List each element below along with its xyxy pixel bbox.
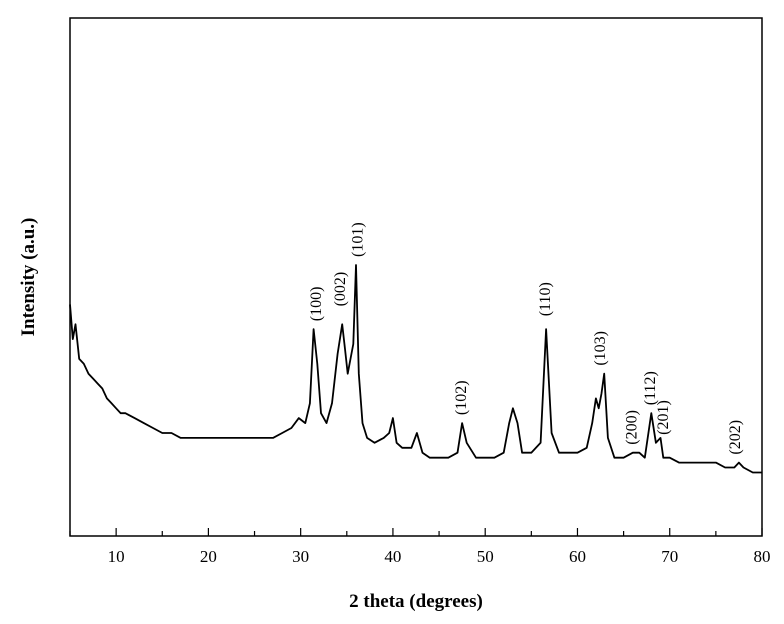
- x-tick-label: 10: [108, 547, 125, 566]
- x-tick-label: 40: [384, 547, 401, 566]
- peak-label: (201): [655, 400, 672, 435]
- x-tick-label: 30: [292, 547, 309, 566]
- x-tick-label: 20: [200, 547, 217, 566]
- x-tick-label: 70: [661, 547, 678, 566]
- peak-label: (200): [623, 410, 640, 445]
- x-tick-label: 60: [569, 547, 586, 566]
- peak-label: (002): [332, 272, 349, 307]
- peak-label: (103): [592, 331, 609, 366]
- y-axis-title: Intensity (a.u.): [18, 218, 39, 337]
- peak-label: (101): [349, 222, 366, 257]
- plot-frame: [69, 17, 763, 537]
- x-axis-ticks: [69, 528, 763, 536]
- peak-label: (100): [308, 287, 325, 322]
- peak-label: (110): [537, 282, 554, 316]
- x-tick-label: 50: [477, 547, 494, 566]
- x-axis-tick-labels: 10 20 30 40 50 60 70 80: [108, 547, 771, 566]
- xrd-pattern-line: [69, 264, 762, 474]
- peak-labels: (100) (002)(101) (102) (110) (103) (200)(112)…: [308, 222, 744, 454]
- peak-label: (112): [642, 371, 659, 405]
- peak-label: (202): [727, 420, 744, 455]
- peak-label: (102): [453, 380, 470, 415]
- x-axis-title: 2 theta (degrees): [349, 591, 483, 612]
- x-tick-label: 80: [754, 547, 771, 566]
